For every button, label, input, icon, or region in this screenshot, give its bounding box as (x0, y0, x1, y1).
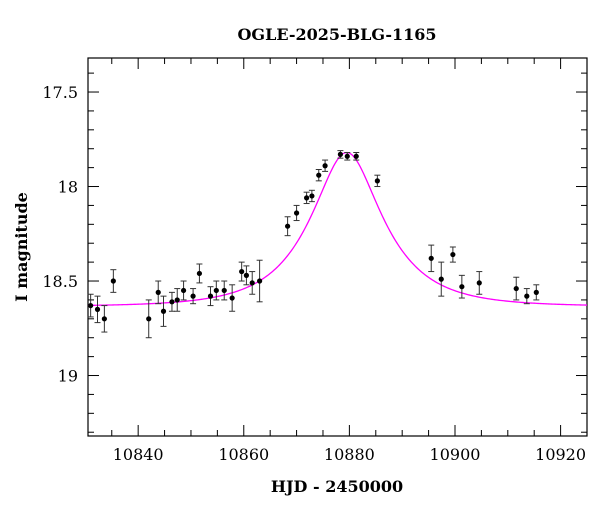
data-point (513, 276, 520, 301)
data-point (249, 271, 256, 295)
y-tick-label: 18 (58, 178, 78, 197)
data-point (293, 204, 300, 222)
data-marker (524, 293, 530, 299)
data-point (458, 274, 465, 299)
data-point (322, 159, 329, 172)
data-point (438, 261, 445, 297)
data-point (155, 280, 162, 305)
data-marker (196, 270, 203, 277)
x-axis-label: HJD - 2450000 (271, 477, 403, 496)
x-tick-label: 10880 (324, 445, 375, 464)
data-marker (174, 297, 180, 303)
data-marker (285, 223, 291, 229)
data-marker (110, 278, 116, 284)
data-marker (533, 289, 539, 295)
data-marker (229, 295, 235, 301)
x-tick-label: 10840 (113, 445, 164, 464)
data-marker (169, 299, 175, 305)
data-point (476, 271, 483, 295)
data-point (168, 291, 175, 312)
data-point (190, 288, 197, 305)
data-point (207, 286, 214, 307)
data-marker (101, 316, 107, 322)
data-marker (146, 316, 152, 322)
data-marker (190, 293, 196, 299)
data-point (337, 150, 344, 159)
data-point (221, 280, 228, 301)
data-point (344, 152, 351, 161)
x-tick-labels: 10840 10860 10880 10900 10920 (113, 445, 586, 464)
data-point (315, 169, 322, 182)
data-marker (353, 153, 359, 159)
data-point (284, 216, 291, 237)
data-marker (221, 287, 227, 294)
data-marker (450, 251, 456, 258)
data-marker (155, 289, 161, 295)
data-marker (94, 306, 101, 312)
data-point (160, 295, 167, 327)
data-point (196, 263, 203, 284)
axis-ticks (88, 58, 588, 436)
data-point (94, 295, 101, 324)
data-point (213, 280, 220, 301)
data-marker (316, 172, 322, 178)
data-marker (476, 280, 482, 286)
data-point (449, 246, 456, 263)
data-point (353, 152, 360, 161)
data-point (308, 189, 315, 203)
model-curve-layer (88, 151, 587, 307)
data-marker (309, 193, 315, 199)
data-point (229, 284, 236, 312)
data-marker (459, 284, 465, 290)
y-tick-labels: 17.5 18 18.5 19 (42, 83, 78, 386)
y-tick-label: 19 (58, 367, 78, 386)
data-marker (337, 151, 344, 157)
data-point (174, 288, 181, 312)
data-point (101, 305, 108, 333)
data-marker (207, 293, 214, 299)
model-curve (88, 151, 587, 307)
plot-frame (87, 57, 588, 437)
data-marker (344, 153, 350, 159)
data-points-layer (87, 150, 540, 339)
data-marker (374, 178, 380, 184)
data-marker (88, 302, 94, 309)
data-marker (293, 210, 300, 216)
data-marker (160, 308, 167, 314)
data-point (238, 261, 245, 282)
data-marker (239, 268, 245, 275)
data-point (374, 174, 381, 188)
data-marker (180, 287, 187, 294)
data-marker (257, 278, 263, 284)
data-point (145, 299, 152, 339)
data-marker (322, 163, 328, 169)
data-marker (438, 276, 444, 282)
y-tick-label: 17.5 (42, 83, 78, 102)
data-point (87, 293, 94, 318)
data-marker (213, 287, 219, 294)
data-point (243, 265, 250, 286)
x-tick-label: 10860 (218, 445, 269, 464)
data-point (428, 244, 435, 273)
data-point (523, 288, 530, 305)
data-point (180, 280, 187, 301)
data-marker (249, 280, 255, 286)
data-marker (304, 195, 310, 201)
x-tick-label: 10900 (430, 445, 481, 464)
y-tick-label: 18.5 (42, 272, 78, 291)
chart-title: OGLE-2025-BLG-1165 (237, 25, 436, 44)
x-tick-label: 10920 (535, 445, 586, 464)
data-marker (243, 272, 250, 278)
data-marker (428, 255, 434, 261)
data-marker (513, 285, 519, 292)
data-point (533, 284, 540, 301)
data-point (110, 269, 117, 293)
data-point (303, 191, 310, 205)
y-axis-label: I magnitude (12, 192, 31, 302)
data-point (256, 259, 263, 303)
